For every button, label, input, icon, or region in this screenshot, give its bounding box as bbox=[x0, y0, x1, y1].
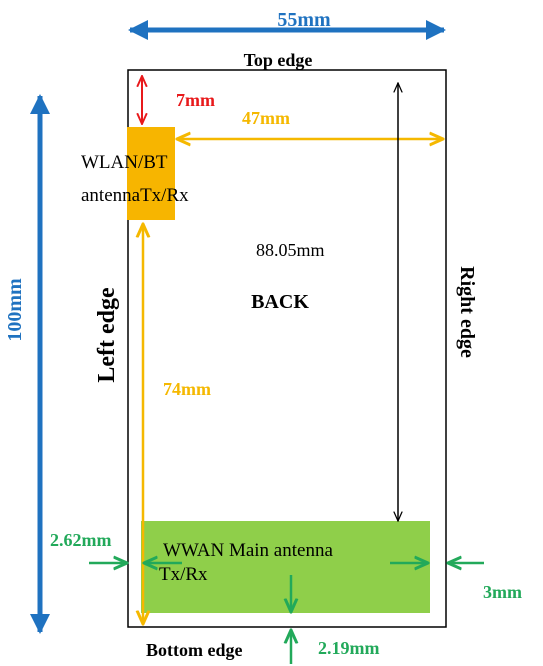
wwan-antenna-block bbox=[141, 521, 430, 613]
right-edge-label: Right edge bbox=[456, 266, 478, 358]
left-edge-label: Left edge bbox=[94, 287, 120, 383]
wlan-label-line2: antennaTx/Rx bbox=[81, 185, 189, 206]
wlan-to-right-label: 47mm bbox=[242, 108, 290, 128]
bottom-edge-label: Bottom edge bbox=[146, 640, 242, 660]
top-edge-label: Top edge bbox=[244, 50, 313, 70]
wlan-label-line1: WLAN/BT bbox=[81, 152, 168, 173]
top-to-wwan-label: 88.05mm bbox=[256, 240, 325, 260]
width-label: 55mm bbox=[277, 9, 331, 31]
wlan-antenna-block bbox=[127, 127, 175, 220]
top-gap-label: 7mm bbox=[176, 90, 215, 110]
wwan-label-line2: Tx/Rx bbox=[159, 564, 208, 585]
wwan-bottom-gap-label: 2.19mm bbox=[318, 638, 380, 658]
device-outline bbox=[127, 69, 447, 628]
wlan-to-bottom-label: 74mm bbox=[163, 379, 211, 399]
wwan-label-line1: WWAN Main antenna bbox=[163, 540, 333, 561]
height-label: 100mm bbox=[4, 278, 26, 342]
wwan-right-gap-label: 3mm bbox=[483, 582, 522, 602]
wwan-left-gap-label: 2.62mm bbox=[50, 530, 112, 550]
back-label: BACK bbox=[251, 291, 309, 313]
